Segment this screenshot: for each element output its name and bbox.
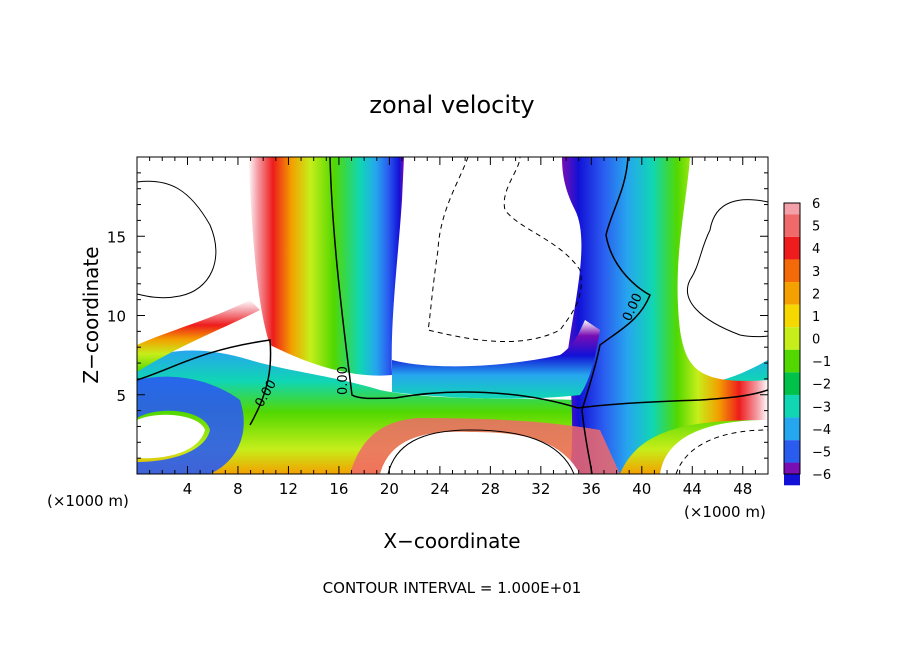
y-tick-label: 5 xyxy=(116,387,126,405)
colorbar-swatch xyxy=(784,349,800,373)
x-unit-right: (×1000 m) xyxy=(684,503,766,521)
contour-dashed-lower-right xyxy=(675,429,768,474)
y-axis-ticks: 5 10 15 xyxy=(107,172,768,459)
colorbar-tick-label: 1 xyxy=(812,310,820,325)
colorbar-swatch xyxy=(784,440,800,463)
colorbar-swatch xyxy=(784,462,800,474)
colorbar-tick-label: −4 xyxy=(812,423,831,438)
contour-dashed-pocket xyxy=(427,157,582,343)
white-bottom-pocket xyxy=(380,431,580,474)
x-tick-label: 12 xyxy=(279,480,298,498)
colorbar-swatch xyxy=(784,327,800,350)
colorbar-tick-label: −6 xyxy=(812,468,831,483)
colorbar-tick-label: −2 xyxy=(812,378,831,393)
colorbar-tick-label: −1 xyxy=(812,355,831,370)
colorbar-tick-label: 6 xyxy=(812,197,820,212)
x-tick-label: 4 xyxy=(183,480,193,498)
colorbar-swatch xyxy=(784,203,800,215)
colorbar-tick-label: 2 xyxy=(812,287,820,302)
colorbar: 6 5 4 3 2 1 0 −1 −2 −3 −4 −5 −6 xyxy=(783,197,831,486)
colorbar-tick-label: −3 xyxy=(812,400,831,415)
colorbar-tick-label: 0 xyxy=(812,333,820,348)
x-tick-label: 8 xyxy=(233,480,243,498)
colorbar-swatch xyxy=(784,417,800,441)
plume-column-2 xyxy=(562,157,768,474)
blue-lower-left xyxy=(137,376,244,474)
contour-lines xyxy=(137,157,768,474)
chart-title: zonal velocity xyxy=(369,91,534,119)
x-tick-label: 20 xyxy=(380,480,399,498)
colorbar-swatch xyxy=(784,214,800,237)
colorbar-tick-label: 3 xyxy=(812,265,820,280)
colorbar-tick-label: −5 xyxy=(812,445,831,460)
x-tick-label: 40 xyxy=(632,480,651,498)
x-tick-label: 36 xyxy=(582,480,601,498)
contour-upper-right xyxy=(687,199,768,338)
zero-contour-left xyxy=(137,157,768,426)
colorbar-tick-label: 5 xyxy=(812,220,820,235)
colorbar-swatch xyxy=(784,372,800,395)
x-tick-label: 28 xyxy=(481,480,500,498)
white-lower-left xyxy=(137,414,205,459)
x-tick-label: 44 xyxy=(683,480,702,498)
colorbar-swatch xyxy=(784,304,800,328)
colorbar-frame xyxy=(783,202,801,475)
colorbar-swatch xyxy=(784,282,800,305)
plume-column-1 xyxy=(248,157,404,376)
lower-layer-edge-left xyxy=(137,300,260,372)
x-tick-label: 48 xyxy=(733,480,752,498)
colorbar-swatch xyxy=(784,394,800,418)
colorbar-swatch xyxy=(784,259,800,283)
colorbar-tick-label: 4 xyxy=(812,242,820,257)
y-axis-label: Z−coordinate xyxy=(79,246,103,383)
y-tick-label: 15 xyxy=(107,228,126,246)
x-axis-ticks: 4 8 12 16 20 24 28 32 36 40 44 48 xyxy=(149,157,756,498)
x-tick-label: 16 xyxy=(329,480,348,498)
x-tick-label: 32 xyxy=(531,480,550,498)
colorbar-swatch xyxy=(784,236,800,260)
contour-label-2: 0.00 xyxy=(336,366,351,395)
contour-upper-left xyxy=(137,180,217,299)
velocity-field: 0.00 0.00 0.00 xyxy=(137,157,768,474)
white-lower-right xyxy=(660,420,768,474)
zero-contour-right xyxy=(581,157,651,474)
contour-bottom-pocket xyxy=(387,429,575,474)
y-tick-label: 10 xyxy=(107,308,126,326)
x-tick-label: 24 xyxy=(430,480,449,498)
x-axis-label: X−coordinate xyxy=(383,529,520,553)
blue-return-band xyxy=(392,320,600,399)
x-unit-left: (×1000 m) xyxy=(47,492,129,510)
contour-interval-note: CONTOUR INTERVAL = 1.000E+01 xyxy=(323,579,582,597)
